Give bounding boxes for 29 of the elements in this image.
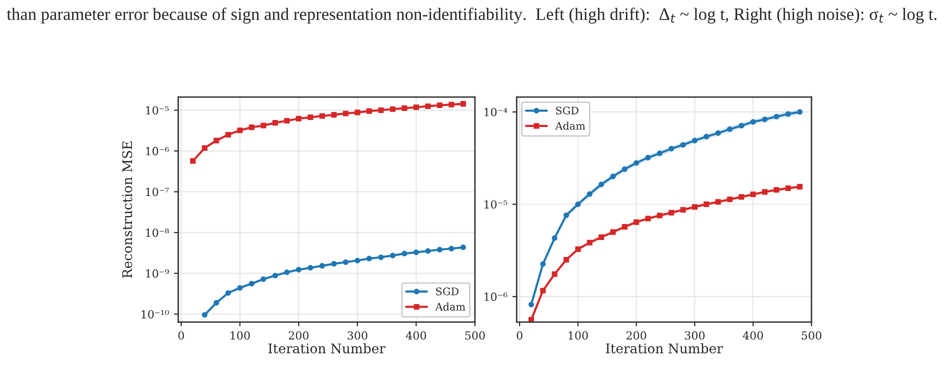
y-tick-label: 10⁻⁸: [146, 228, 169, 237]
x-tick-label: 100: [568, 331, 588, 340]
x-tick-label: 500: [802, 331, 822, 340]
legend-label: SGD: [556, 106, 578, 114]
y-tick-label: 10⁻⁶: [484, 292, 508, 301]
y-tick-label: 10⁻⁷: [146, 188, 169, 196]
x-tick-label: 200: [288, 331, 309, 340]
text: than parameter error because of sign and representation non-identifiability. Left (high drift): Δ$_{t}$ ~ log t, Right (high noise): σ$_{t}$ ~ log t.: [6, 8, 936, 24]
x-tick-label: 400: [406, 331, 426, 340]
legend-label: Adam: [435, 302, 466, 311]
x-axis-title: Iteration Number: [606, 343, 723, 354]
x-tick-label: 0: [516, 331, 522, 340]
x-tick-label: 400: [742, 331, 763, 340]
y-axis-title: Reconstruction MSE: [122, 141, 132, 278]
y-tick-label: 10⁻⁵: [146, 106, 169, 115]
legend-label: SGD: [436, 287, 459, 296]
x-tick-label: 100: [230, 331, 250, 340]
legend-label: Adam: [555, 122, 586, 130]
x-tick-label: 0: [178, 331, 184, 340]
y-tick-label: 10⁻⁹: [146, 269, 169, 278]
y-tick-label: 10⁻⁶: [146, 146, 169, 156]
y-tick-label: 10⁻¹⁰: [142, 310, 169, 318]
x-tick-label: 300: [684, 331, 705, 340]
x-axis-title: Iteration Number: [268, 343, 386, 354]
x-tick-label: 500: [465, 331, 485, 340]
y-tick-label: 10⁻⁴: [484, 108, 508, 116]
x-tick-label: 300: [348, 331, 368, 340]
y-tick-label: 10⁻⁵: [484, 200, 508, 209]
x-tick-label: 200: [626, 331, 646, 340]
